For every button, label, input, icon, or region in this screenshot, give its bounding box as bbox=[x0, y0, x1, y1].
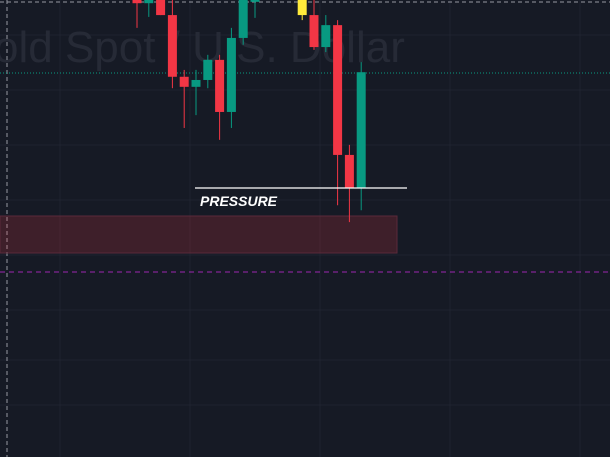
zone-rect bbox=[0, 215, 398, 254]
candle-body bbox=[167, 15, 177, 77]
candle-body bbox=[179, 76, 189, 87]
candle-body bbox=[191, 79, 201, 87]
annotation: PRESSURE bbox=[200, 193, 278, 209]
candle-body bbox=[238, 0, 248, 38]
watermark: old Spot / U.S. Dollar bbox=[0, 23, 405, 72]
candle-body bbox=[309, 15, 319, 48]
candle-body bbox=[132, 0, 142, 4]
candle-body bbox=[156, 0, 166, 16]
candle-body bbox=[297, 0, 307, 16]
candle-body bbox=[321, 25, 331, 48]
candle-body bbox=[144, 0, 154, 4]
candle-body bbox=[356, 72, 366, 188]
candle-body bbox=[333, 25, 343, 155]
candle-body bbox=[250, 0, 260, 2]
candle-body bbox=[203, 59, 213, 80]
candles bbox=[132, 0, 366, 223]
candle-body bbox=[215, 59, 225, 112]
candle-body bbox=[226, 37, 236, 112]
candle-body bbox=[344, 154, 354, 188]
